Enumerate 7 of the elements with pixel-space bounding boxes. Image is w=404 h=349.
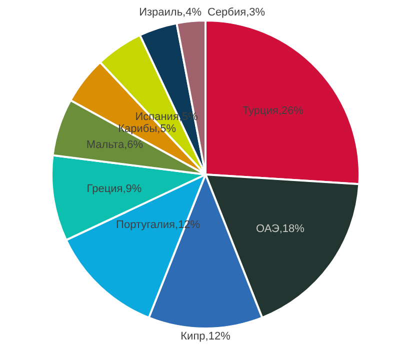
slice-label: Сербия,3% <box>208 6 266 18</box>
slice-label: Мальта,6% <box>86 138 144 151</box>
slice-label: ОАЭ,18% <box>256 222 305 235</box>
slice-label: Израиль,4% <box>139 6 202 18</box>
slice-label: Греция,9% <box>86 182 142 195</box>
slice-label: Турция,26% <box>242 105 304 118</box>
slice-label: Кипр,12% <box>180 330 231 342</box>
